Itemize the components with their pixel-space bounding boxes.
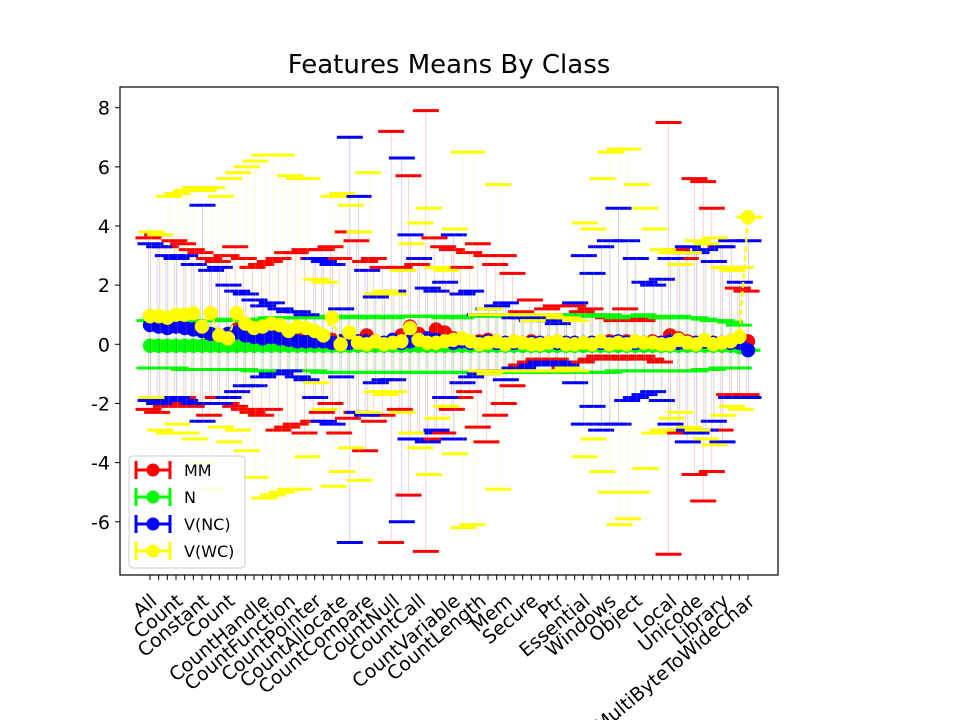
y-tick-label: 2 xyxy=(98,275,110,297)
mean-point xyxy=(194,319,210,334)
y-tick-label: -2 xyxy=(91,393,110,415)
mean-point xyxy=(402,320,418,336)
series-V(WC) xyxy=(138,147,763,530)
legend-box xyxy=(128,455,246,569)
mean-point xyxy=(342,325,357,340)
mean-point xyxy=(220,331,236,346)
legend-entry: V(NC) xyxy=(134,515,231,534)
series-layer xyxy=(135,109,763,556)
mean-point xyxy=(186,306,201,321)
legend-label: N xyxy=(184,488,196,507)
legend: MM N V(NC) V(WC) xyxy=(128,455,246,569)
mean-point xyxy=(740,342,756,358)
legend-entries: MM N V(NC) V(WC) xyxy=(134,461,234,561)
plot-frame xyxy=(119,86,779,576)
legend-marker xyxy=(146,490,160,504)
legend-marker xyxy=(146,544,160,558)
mean-point xyxy=(203,306,218,321)
mean-point xyxy=(324,310,340,325)
y-tick-label: 4 xyxy=(98,216,110,238)
mean-point xyxy=(732,329,747,345)
legend-marker xyxy=(146,463,160,477)
y-tick-label: -6 xyxy=(91,512,110,534)
y-ticks: 8 6 4 2 0 -2 -4 -6 xyxy=(91,98,120,534)
legend-label: MM xyxy=(184,461,212,480)
legend-label: V(NC) xyxy=(184,515,231,534)
x-ticks xyxy=(149,575,749,580)
legend-label: V(WC) xyxy=(184,542,234,561)
legend-entry: N xyxy=(134,488,196,507)
y-tick-label: -4 xyxy=(91,453,110,475)
y-tick-label: 0 xyxy=(98,334,110,356)
y-tick-label: 6 xyxy=(98,157,110,179)
mean-point xyxy=(229,306,244,321)
legend-marker xyxy=(146,517,160,531)
mean-point xyxy=(316,328,331,343)
chart-title: Features Means By Class xyxy=(288,50,611,80)
legend-entry: MM xyxy=(134,461,212,480)
y-tick-label: 8 xyxy=(98,98,110,120)
mean-point xyxy=(394,334,409,349)
legend-entry: V(WC) xyxy=(134,542,234,561)
mean-point xyxy=(740,209,756,225)
mean-point xyxy=(333,337,348,352)
